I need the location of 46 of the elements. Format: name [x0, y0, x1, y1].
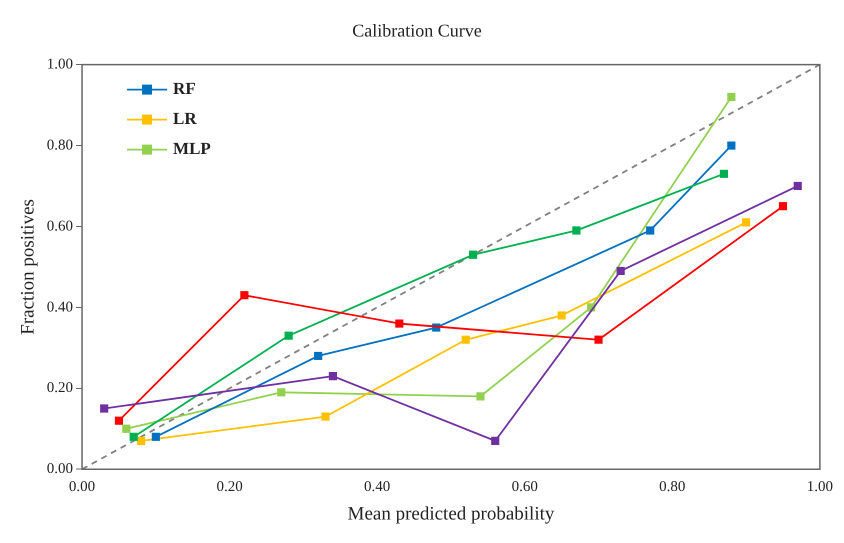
x-tick-label: 0.00 [68, 479, 96, 496]
point [321, 412, 330, 421]
point [594, 336, 603, 344]
legend-label: MLP [173, 138, 211, 158]
point [778, 202, 788, 210]
point [794, 182, 802, 190]
point [114, 416, 124, 425]
point [469, 250, 478, 259]
point [491, 436, 500, 445]
y-tick-label: 0.60 [46, 218, 74, 234]
point [646, 226, 654, 235]
point [462, 336, 470, 344]
legend-label: RF [173, 78, 196, 98]
point [572, 226, 580, 235]
point [100, 404, 108, 413]
x-tick-label: 0.20 [216, 479, 243, 496]
point [558, 311, 566, 320]
point [130, 432, 138, 441]
legend-label: LR [173, 108, 198, 128]
point [277, 388, 286, 396]
y-tick-label: 0.00 [46, 461, 74, 478]
y-tick-label: 0.80 [46, 137, 74, 154]
point [328, 372, 337, 380]
point [240, 291, 248, 300]
x-tick-label: 1.00 [806, 479, 833, 496]
point [476, 392, 485, 400]
point [720, 170, 728, 178]
x-tick-label: 0.80 [659, 479, 686, 496]
x-axis-title: Mean predicted probability [348, 504, 555, 525]
point [742, 218, 750, 226]
point [727, 141, 736, 150]
point [395, 319, 404, 328]
point [727, 92, 736, 102]
y-axis-title: Fraction positives [17, 199, 38, 335]
y-tick-label: 0.40 [46, 299, 74, 316]
x-tick-label: 0.40 [364, 479, 390, 496]
y-tick-label: 1.00 [46, 56, 74, 73]
point [616, 266, 625, 276]
point [152, 432, 160, 441]
point [314, 352, 322, 360]
chart-title: Calibration Curve [352, 20, 482, 41]
point [122, 424, 130, 433]
y-tick-label: 0.20 [46, 380, 74, 396]
point [284, 332, 293, 340]
x-tick-label: 0.60 [512, 479, 538, 496]
point [136, 436, 146, 445]
